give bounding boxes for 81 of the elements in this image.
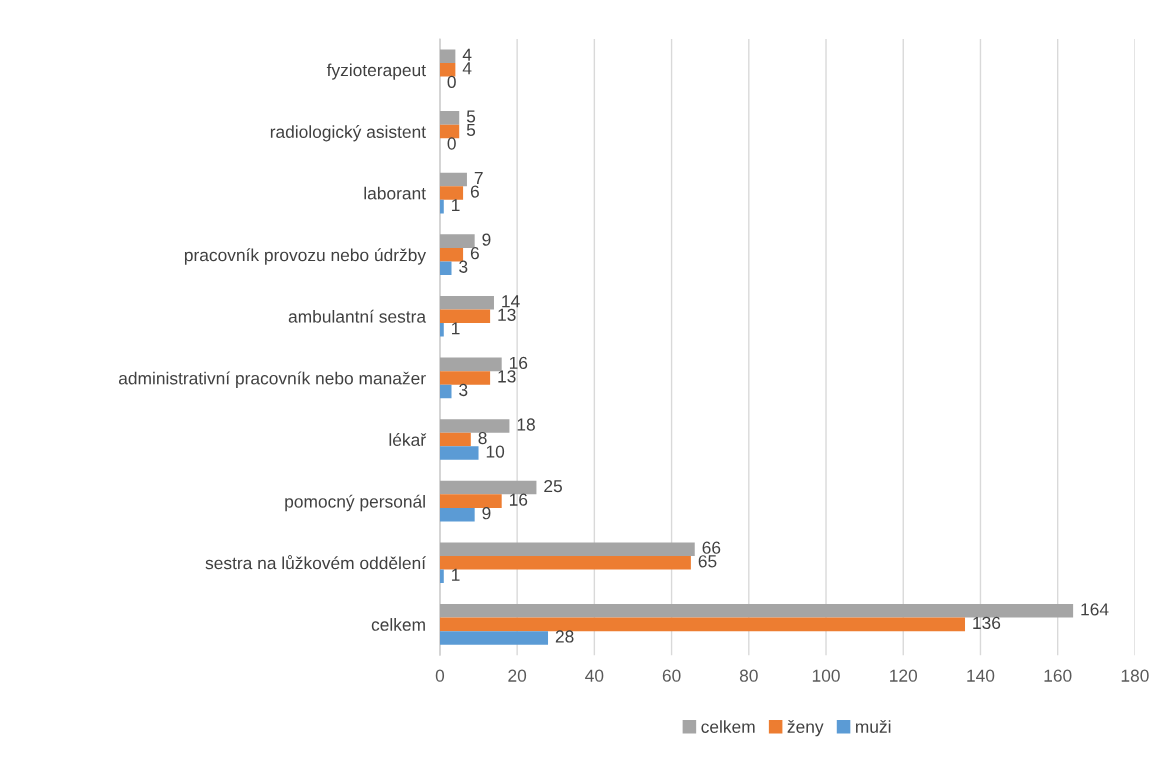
bar [439,617,966,632]
x-tick-label: 20 [508,669,527,682]
bar [439,569,444,584]
x-tick-label: 0 [435,669,445,682]
y-tick-label: laborant [364,186,426,200]
bar [439,295,494,310]
bar [439,432,471,447]
bar [439,494,502,508]
x-tick-label: 80 [739,669,758,682]
data-label: 1 [452,568,460,581]
data-label: 13 [498,370,516,383]
data-label: 9 [482,233,491,246]
data-label: 14 [502,295,520,308]
bar [439,631,549,645]
bar [439,199,444,214]
x-tick-label: 160 [1044,669,1072,682]
bar [439,261,452,275]
y-tick-label: pracovník provozu nebo údržby [184,248,427,265]
bar [439,555,691,570]
data-label: 3 [459,383,468,397]
bar [439,419,510,433]
data-label: 8 [478,431,487,445]
data-label: 16 [509,356,528,370]
data-label: 1 [452,199,460,212]
legend-label: muži [856,720,891,733]
bar [439,384,452,399]
data-label: 25 [544,479,562,493]
bar [439,247,464,262]
data-label: 0 [447,75,456,89]
data-label: 7 [474,172,483,184]
y-tick-label: fyzioterapeut [326,63,426,80]
data-label: 164 [1081,603,1109,616]
x-tick-label: 120 [890,669,918,682]
bar [439,172,467,187]
x-tick-label: 140 [967,669,995,682]
y-tick-label: pomocný personál [285,494,425,512]
bar [439,63,456,77]
bar [439,309,491,324]
data-label: 5 [466,123,476,137]
x-tick-label: 40 [585,669,604,682]
bar [439,507,475,522]
y-tick-label: sestra na lůžkovém oddělení [205,555,426,570]
data-label: 10 [486,445,505,458]
data-label: 3 [459,260,468,273]
bar [439,357,502,372]
bar [439,371,491,385]
y-tick-label: radiologický asistent [270,125,426,142]
data-label: 5 [466,110,476,123]
data-label: 9 [482,507,491,520]
data-label: 1 [452,322,460,335]
data-label: 4 [462,62,472,75]
bar [439,186,464,200]
bar [439,323,444,337]
data-label: 0 [447,137,456,150]
x-tick-label: 100 [812,669,840,682]
data-label: 18 [517,418,535,431]
data-label: 4 [462,48,472,61]
legend-label: celkem [701,720,755,733]
bar [439,234,475,248]
y-tick-label: lékař [389,433,427,446]
bar [439,111,460,125]
bar [439,604,1074,618]
x-tick-label: 180 [1121,669,1149,682]
data-label: 16 [509,493,528,506]
y-tick-label: ambulantní sestra [288,309,427,323]
data-label: 136 [973,616,1001,630]
y-tick-label: administrativní pracovník nebo manažer [118,371,426,388]
data-label: 6 [470,247,479,260]
bar [439,49,456,64]
legend-label: ženy [787,720,824,737]
bar [439,542,695,556]
data-label: 28 [555,630,574,643]
x-tick-label: 60 [662,669,681,682]
data-label: 13 [498,308,516,321]
data-label: 65 [698,555,717,568]
data-label: 66 [702,541,721,554]
y-tick-label: celkem [371,618,425,631]
bar [439,446,479,460]
bar [439,480,537,495]
bar [439,124,460,139]
data-label: 6 [470,185,479,198]
